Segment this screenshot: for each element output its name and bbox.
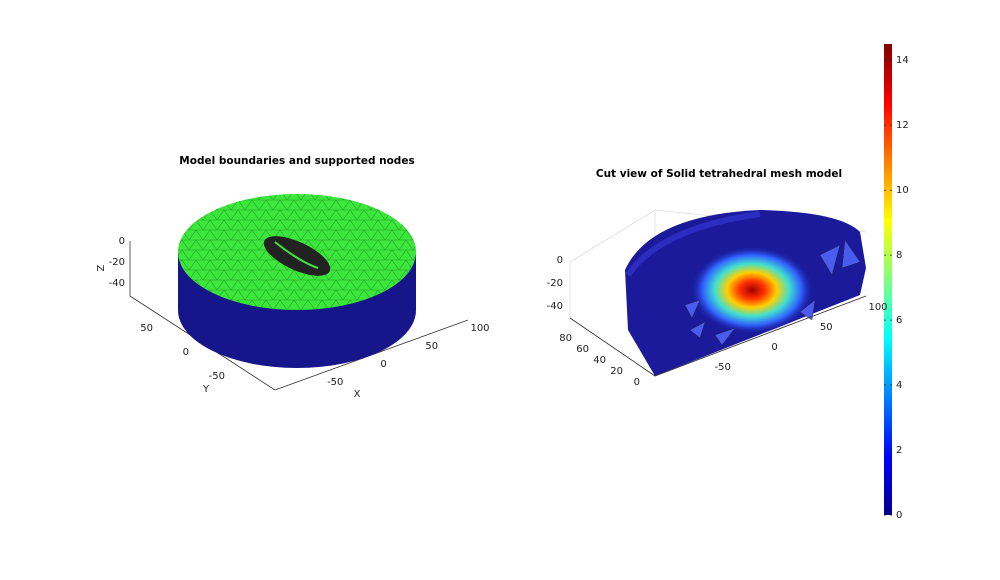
colorbar-tick-label: 0 <box>896 510 902 521</box>
plot-title: Cut view of Solid tetrahedral mesh model <box>596 168 842 180</box>
colorbar-tick-label: 10 <box>896 185 909 196</box>
y-tick-label: 0 <box>183 347 189 358</box>
z-tick-label: -40 <box>547 301 563 312</box>
y-tick-label: 50 <box>140 323 153 334</box>
x-tick-label: 100 <box>470 323 489 334</box>
left-axes: Model boundaries and supported nodes Z Y… <box>96 155 469 400</box>
colorbar-tick-label: 4 <box>896 380 902 391</box>
y-tick-label: 40 <box>593 355 606 366</box>
x-tick-label: 0 <box>380 359 386 370</box>
stress-hotspot <box>690 246 814 334</box>
x-tick-label: 100 <box>868 302 887 313</box>
z-tick-label: -20 <box>547 278 563 289</box>
y-tick-label: 0 <box>634 377 640 388</box>
y-tick-label: 20 <box>610 366 623 377</box>
right-axes: Cut view of Solid tetrahedral mesh model <box>569 168 867 377</box>
x-tick-label: 50 <box>425 341 438 352</box>
z-tick-label: 0 <box>557 255 563 266</box>
z-tick-label: -40 <box>109 278 125 289</box>
colorbar-tick-label: 2 <box>896 445 902 456</box>
y-tick-label: 60 <box>576 344 589 355</box>
z-tick-label: -20 <box>109 257 125 268</box>
plot-title: Model boundaries and supported nodes <box>179 155 414 167</box>
y-tick-label: 80 <box>559 333 572 344</box>
y-tick-label: -50 <box>209 371 225 382</box>
colorbar-tick-label: 14 <box>896 55 909 66</box>
x-tick-label: 50 <box>820 322 833 333</box>
x-label: X <box>354 389 361 400</box>
colorbar-tick-label: 12 <box>896 120 909 131</box>
y-label: Y <box>202 384 210 395</box>
x-tick-label: 0 <box>771 342 777 353</box>
z-tick-label: 0 <box>119 236 125 247</box>
colorbar-tick-label: 8 <box>896 250 902 261</box>
colorbar <box>884 44 892 515</box>
colorbar-tick-label: 6 <box>896 315 902 326</box>
x-tick-label: -50 <box>327 377 343 388</box>
x-tick-label: -50 <box>715 362 731 373</box>
z-label: Z <box>96 264 107 271</box>
